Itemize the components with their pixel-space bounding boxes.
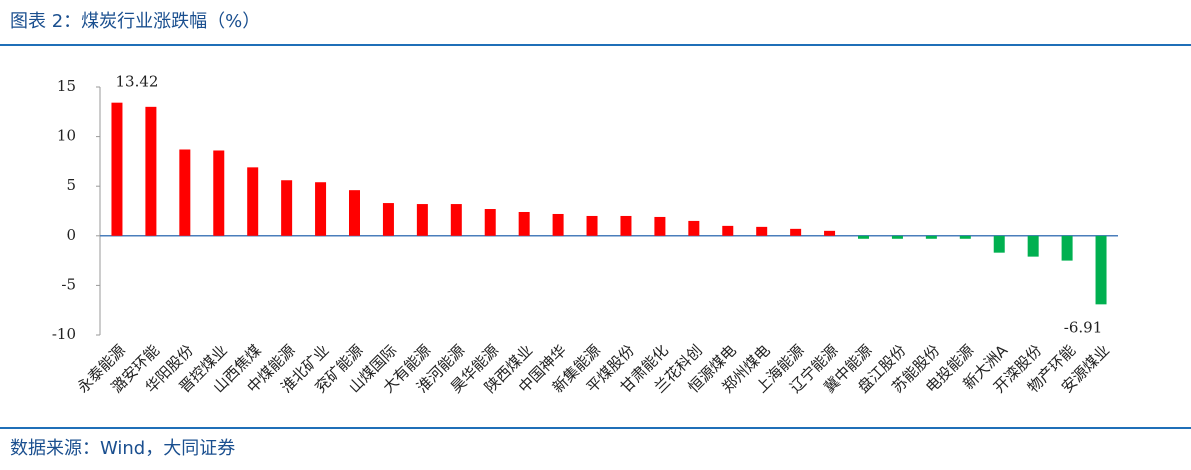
value-label: -6.91 [1064,318,1102,336]
bar [247,167,259,236]
chart-title: 图表 2：煤炭行业涨跌幅（%） [10,11,260,32]
y-tick-label: 10 [57,127,76,145]
y-tick-label: -10 [52,325,76,343]
value-label: 13.42 [115,73,158,91]
bar [484,209,496,236]
bar [722,225,734,236]
bar [959,235,971,239]
bar [1095,235,1107,305]
bar [586,215,598,236]
y-tick-label: -5 [61,275,76,293]
bar [925,235,937,239]
bar [1027,235,1039,257]
bar [891,235,903,239]
bar [213,150,225,236]
bar [179,149,191,236]
bar [111,102,123,236]
source-note: 数据来源：Wind，大同证券 [10,438,235,459]
y-tick-label: 5 [66,176,76,194]
bar [315,182,327,236]
bar [552,213,564,236]
bar [858,235,869,239]
bar [416,204,428,236]
bar [281,180,293,236]
bar [1061,235,1073,261]
bar [450,204,462,236]
bar [824,230,836,236]
bar [145,106,157,236]
bar [688,220,700,236]
bar [790,228,802,236]
bar [993,235,1005,253]
y-tick-label: 15 [57,77,76,95]
bar [349,190,360,236]
bar [620,215,632,236]
bar [654,216,666,236]
y-tick-label: 0 [66,226,76,244]
bar [518,211,530,236]
bar [382,203,394,236]
bar [756,226,768,236]
